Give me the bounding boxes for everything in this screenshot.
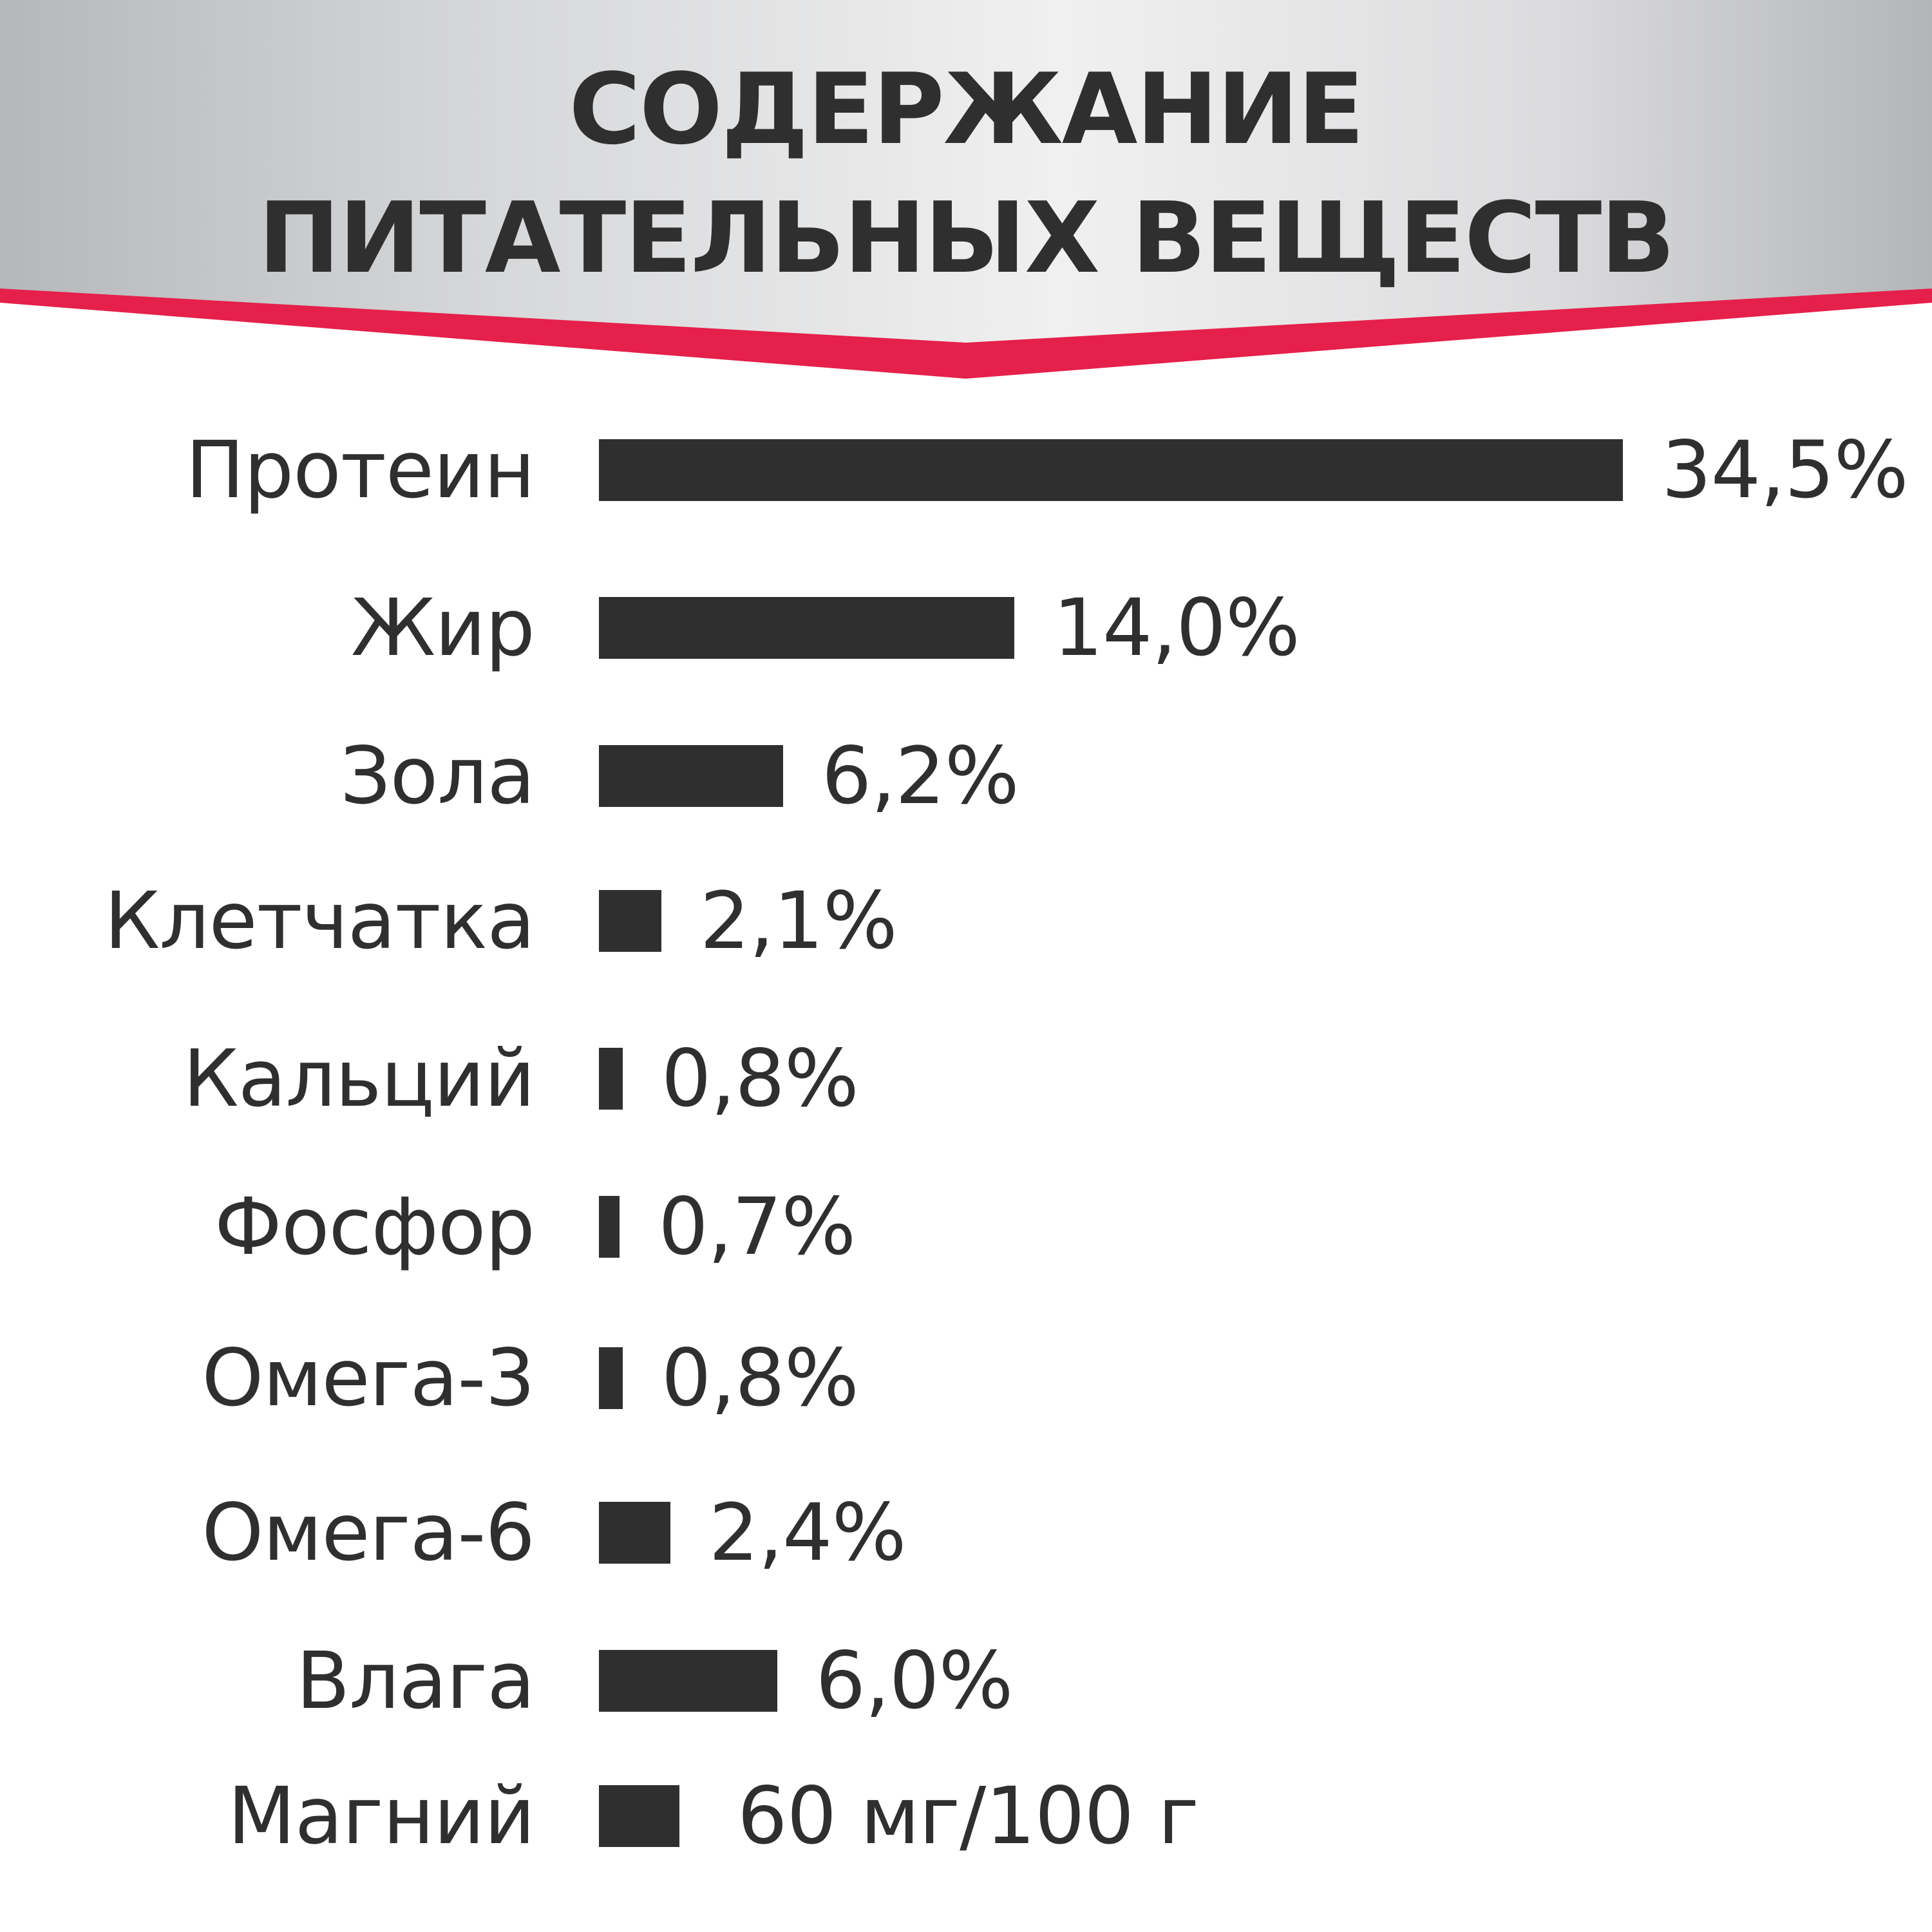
category-label: Влага: [296, 1635, 535, 1727]
category-label: Протеин: [185, 424, 535, 516]
bar: [599, 597, 1015, 659]
bar: [599, 745, 783, 807]
category-label: Жир: [350, 582, 535, 674]
bar: [599, 1502, 670, 1564]
nutrient-bar-chart: Протеин 34,5% Жир 14,0% Зола 6,2% Клетчатка 2,1…: [0, 399, 1932, 1932]
value-label: 0,8%: [661, 1033, 859, 1124]
banner-accent: [0, 287, 1932, 379]
category-label: Омега-3: [202, 1332, 535, 1424]
chart-title: СОДЕРЖАНИЕ ПИТАТЕЛЬНЫХ ВЕЩЕСТВ: [0, 45, 1932, 303]
category-label: Клетчатка: [104, 875, 535, 967]
chart-row: Клетчатка 2,1%: [0, 876, 1932, 966]
chart-row: Магний 60 мг/100 г: [0, 1771, 1932, 1861]
bar: [599, 890, 661, 952]
category-label: Зола: [340, 730, 535, 822]
value-label: 0,8%: [661, 1332, 859, 1424]
bar: [599, 1785, 679, 1847]
chart-row: Омега-6 2,4%: [0, 1488, 1932, 1578]
banner-shape: [0, 0, 1932, 379]
category-label: Омега-6: [202, 1487, 535, 1578]
header-banner: СОДЕРЖАНИЕ ПИТАТЕЛЬНЫХ ВЕЩЕСТВ: [0, 0, 1932, 386]
value-label: 34,5%: [1662, 424, 1909, 516]
value-label: 60 мг/100 г: [737, 1770, 1199, 1862]
bar: [599, 439, 1623, 501]
chart-row: Протеин 34,5%: [0, 425, 1932, 515]
category-label: Магний: [227, 1770, 535, 1862]
category-label: Фосфор: [214, 1181, 535, 1273]
value-label: 2,1%: [699, 875, 898, 967]
title-line-1: СОДЕРЖАНИЕ: [569, 52, 1364, 166]
value-label: 0,7%: [658, 1181, 856, 1273]
chart-row: Фосфор 0,7%: [0, 1182, 1932, 1272]
value-label: 2,4%: [708, 1487, 907, 1578]
value-label: 6,2%: [821, 730, 1019, 822]
bar: [599, 1196, 620, 1258]
value-label: 6,0%: [815, 1635, 1014, 1727]
value-label: 14,0%: [1053, 582, 1300, 674]
bar: [599, 1650, 777, 1712]
chart-row: Жир 14,0%: [0, 583, 1932, 673]
category-label: Кальций: [183, 1033, 535, 1124]
banner-silver: [0, 0, 1932, 343]
title-line-2: ПИТАТЕЛЬНЫХ ВЕЩЕСТВ: [258, 181, 1675, 295]
chart-row: Кальций 0,8%: [0, 1034, 1932, 1124]
chart-row: Зола 6,2%: [0, 731, 1932, 821]
bar: [599, 1048, 623, 1110]
chart-row: Омега-3 0,8%: [0, 1333, 1932, 1423]
chart-row: Влага 6,0%: [0, 1636, 1932, 1726]
bar: [599, 1347, 623, 1409]
